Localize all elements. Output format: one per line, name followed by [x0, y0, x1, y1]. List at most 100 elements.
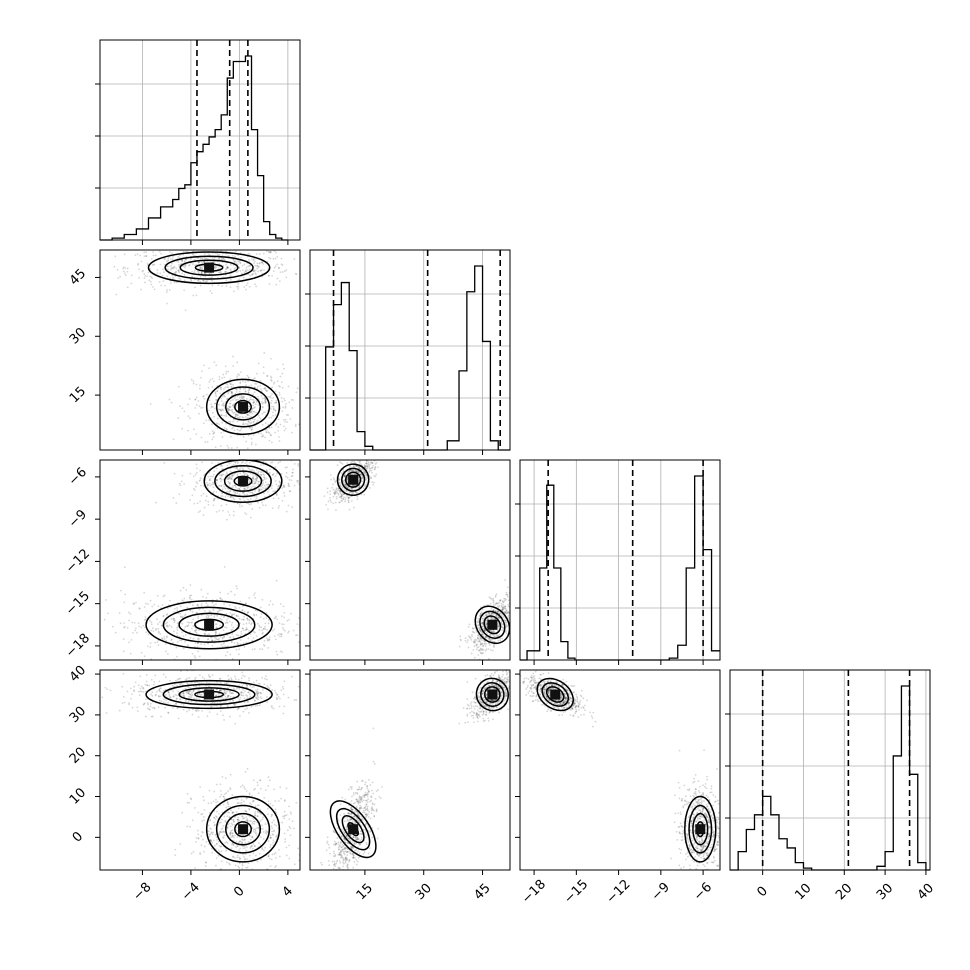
sample-point: [222, 473, 225, 476]
sample-point: [358, 485, 361, 488]
sample-point: [500, 622, 503, 625]
sample-point: [150, 257, 153, 260]
sample-point: [252, 852, 255, 855]
sample-point: [189, 825, 191, 828]
sample-point: [258, 488, 260, 491]
sample-point: [223, 483, 226, 486]
sample-point: [249, 472, 252, 475]
sample-point: [505, 621, 507, 623]
sample-point: [187, 692, 190, 695]
sample-point: [229, 476, 232, 479]
sample-point: [253, 269, 255, 272]
sample-point: [200, 643, 203, 646]
sample-point: [258, 253, 261, 255]
sample-point: [262, 483, 264, 485]
sample-point: [268, 687, 271, 690]
sample-point: [155, 629, 158, 631]
sample-point: [269, 395, 272, 397]
sample-point: [264, 846, 266, 849]
sample-point: [226, 386, 229, 389]
sample-point: [239, 802, 241, 805]
sample-point: [167, 691, 170, 694]
sample-point: [263, 484, 266, 487]
sample-point: [221, 474, 224, 477]
sample-point: [195, 463, 198, 466]
sample-point: [479, 628, 482, 631]
sample-point: [496, 611, 499, 613]
sample-point: [179, 605, 182, 608]
sample-point: [142, 686, 144, 689]
sample-point: [190, 598, 193, 601]
sample-point: [371, 466, 374, 469]
sample-point: [196, 681, 198, 684]
sample-point: [231, 614, 233, 617]
sample-point: [259, 836, 262, 839]
sample-point: [220, 504, 223, 507]
sample-point: [257, 472, 259, 474]
sample-point: [207, 500, 210, 503]
sample-point: [156, 641, 159, 643]
sample-point: [180, 615, 183, 618]
sample-point: [241, 461, 244, 463]
sample-point: [219, 845, 222, 848]
sample-point: [243, 263, 246, 266]
sample-point: [241, 784, 244, 787]
sample-point: [489, 638, 491, 641]
sample-point: [287, 504, 290, 507]
sample-point: [237, 816, 240, 819]
sample-point: [251, 648, 254, 651]
sample-point: [226, 705, 229, 708]
sample-point: [238, 497, 241, 500]
sample-point: [137, 684, 140, 687]
sample-point: [203, 677, 206, 680]
sample-point: [343, 474, 346, 477]
sample-point: [255, 399, 258, 402]
sample-point: [220, 400, 223, 403]
sample-point: [262, 628, 265, 631]
sample-point: [260, 858, 262, 861]
sample-point: [213, 824, 216, 827]
sample-point: [283, 616, 285, 619]
sample-point: [228, 514, 231, 516]
sample-point: [178, 482, 181, 485]
sample-point: [256, 469, 258, 471]
sample-point: [133, 685, 136, 688]
sample-point: [165, 702, 167, 705]
sample-point: [256, 704, 259, 707]
sample-point: [205, 596, 208, 599]
sample-point: [274, 479, 277, 482]
sample-point: [480, 648, 483, 651]
sample-point: [241, 842, 244, 845]
sample-point: [227, 674, 230, 677]
sample-point: [499, 638, 502, 640]
sample-point: [241, 397, 243, 400]
sample-point: [271, 274, 274, 277]
sample-point: [287, 630, 290, 633]
sample-point: [178, 264, 180, 266]
sample-point: [231, 855, 234, 858]
sample-point: [246, 618, 249, 621]
sample-point: [335, 495, 338, 498]
sample-point: [200, 844, 203, 847]
sample-point: [217, 484, 220, 487]
sample-point: [259, 380, 262, 382]
sample-point: [266, 813, 269, 816]
sample-point: [181, 474, 184, 477]
sample-point: [197, 811, 200, 814]
sample-point: [208, 253, 211, 256]
sample-point: [187, 429, 190, 432]
sample-point: [502, 606, 505, 608]
sample-point: [491, 630, 494, 633]
sample-point: [218, 509, 221, 512]
sample-point: [243, 271, 246, 274]
sample-point: [260, 884, 262, 886]
sample-point: [241, 815, 244, 818]
sample-point: [264, 411, 266, 414]
sample-point: [253, 262, 255, 265]
sample-point: [241, 867, 244, 870]
sample-point: [199, 694, 202, 697]
sample-point: [240, 875, 242, 877]
sample-point: [225, 270, 228, 273]
sample-point: [158, 680, 161, 683]
sample-point: [134, 681, 137, 684]
